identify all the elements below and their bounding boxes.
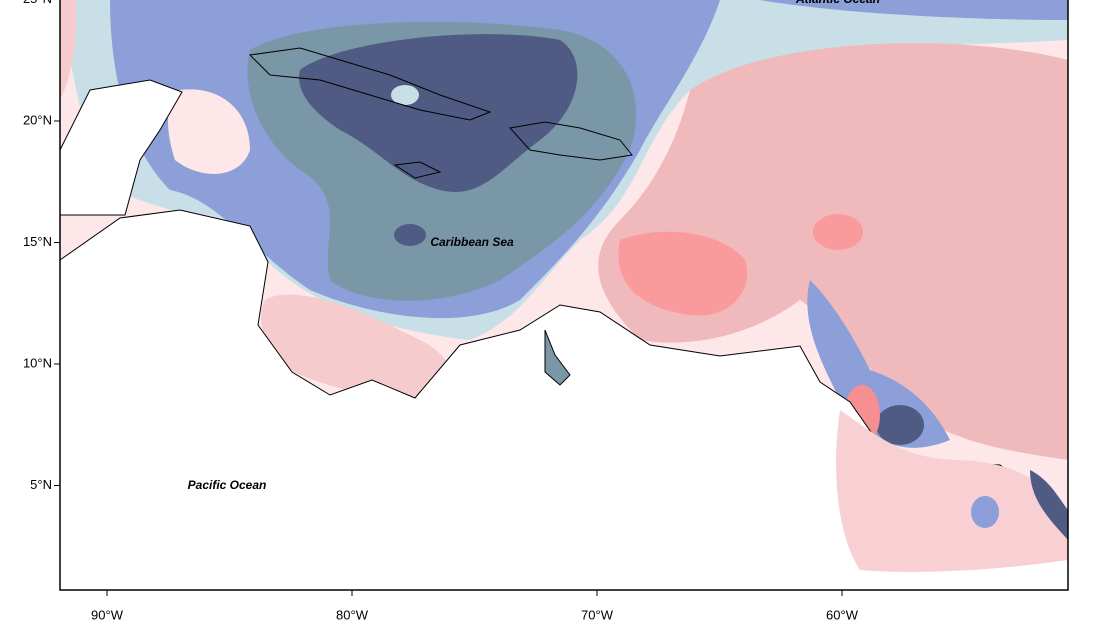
ocean-label: Caribbean Sea: [430, 235, 514, 249]
x-tick-label: 90°W: [91, 607, 124, 622]
ocean-label: Pacific Ocean: [188, 478, 267, 492]
pink-zone: [261, 294, 452, 405]
ocean-label: Atlantic Ocean: [795, 0, 880, 6]
jamaica-outline: [393, 161, 442, 179]
rose-zone: [598, 43, 1068, 460]
map-frame: [59, 0, 1069, 591]
navy-zone: [876, 405, 924, 445]
salmon-zone: [813, 214, 863, 250]
periwinkle-zone: [760, 0, 1068, 20]
x-tick-label: 80°W: [336, 607, 369, 622]
periwinkle-zone: [971, 496, 999, 528]
yucatan-outline: [60, 79, 183, 216]
y-tick-label: 15°N: [23, 234, 52, 249]
x-tick-label: 60°W: [826, 607, 859, 622]
pink-zone: [168, 89, 250, 174]
y-tick-label: 5°N: [30, 477, 52, 492]
land: [60, 80, 182, 215]
navy-zone: [1030, 470, 1068, 540]
x-tick-label: 70°W: [581, 607, 614, 622]
maracaibo: [544, 329, 571, 386]
salmon-zone: [618, 231, 748, 316]
y-tick-label: 20°N: [23, 112, 52, 127]
field: [60, 0, 1068, 590]
y-tick-label: 25°N: [23, 0, 52, 6]
pink-zone: [836, 410, 1068, 572]
navy-zone: [299, 34, 578, 192]
navy-zone: [394, 224, 426, 246]
light-blue-zone: [391, 85, 419, 105]
periwinkle-zone: [807, 280, 950, 448]
y-tick-label: 10°N: [23, 355, 52, 370]
hispaniola-outline: [509, 121, 633, 161]
pink-zone: [60, 0, 77, 100]
cuba-outline: [248, 47, 492, 121]
